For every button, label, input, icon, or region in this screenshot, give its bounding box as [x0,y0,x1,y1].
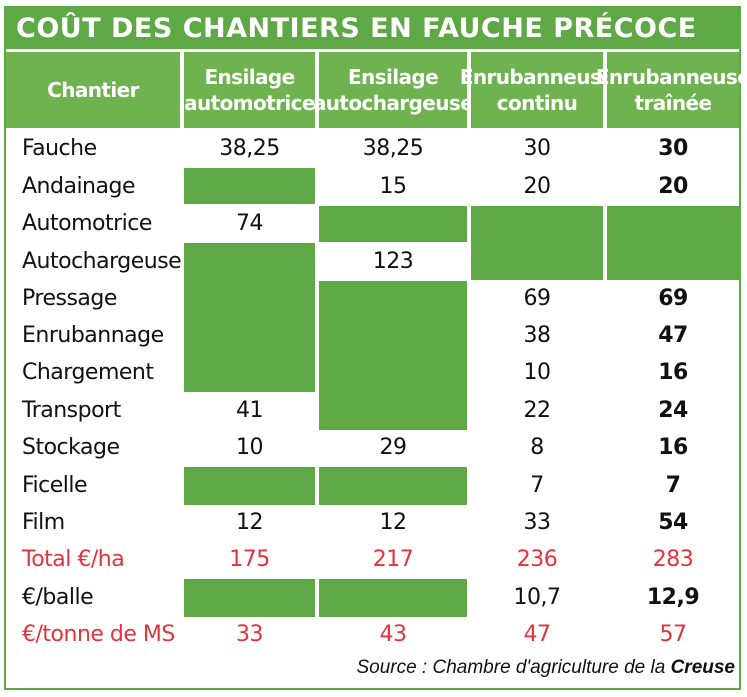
table-cell: 10 [236,435,264,460]
table-cell: 7 [665,473,681,498]
source-note: Source : Chambre d'agriculture de la Cre… [356,657,735,679]
header-line: autochargeuse [312,91,474,115]
na-block [471,206,603,280]
table-cell: 15 [379,174,408,199]
header-enrubanneuse-continu: Enrubanneuse continu [460,52,615,128]
table-cell: 16 [658,360,688,385]
row-label: Transport [22,398,121,423]
header-line: Chantier [47,78,139,102]
table-cell: 10 [523,360,552,385]
table-cell: 38 [523,323,552,348]
na-block [184,168,315,204]
row-label: Stockage [22,435,120,460]
header-enrubanneuse-trainee: Enrubanneuse traînée [596,52,747,128]
row-label: Chargement [22,360,154,385]
row-label: Total €/ha [22,547,125,572]
row-label: Automotrice [22,211,152,236]
table-cell: 47 [658,323,688,348]
header-line: traînée [634,91,713,115]
header-line: Enrubanneuse [595,65,747,89]
na-block [184,579,315,617]
table-cell: 57 [659,622,688,647]
row-label: Film [22,510,65,535]
table-cell: 123 [372,249,414,274]
table-cell: 33 [236,622,264,647]
row-label: €/balle [22,585,94,610]
na-block [319,281,467,430]
table-cell: 29 [379,435,408,460]
source-prefix: Source : Chambre d'agriculture de la [356,657,671,678]
table-cell: 283 [652,547,694,572]
na-block [319,579,467,617]
table-cell: 12,9 [646,585,700,610]
header-ensilage-automotrice: Ensilage automotrice [184,52,315,128]
na-block [184,467,315,505]
table-cell: 236 [516,547,558,572]
table-cell: 30 [523,136,552,161]
table-cell: 38,25 [362,136,424,161]
row-label: Pressage [22,286,117,311]
na-block [319,467,467,505]
na-block [607,206,739,280]
header-line: Enrubanneuse [459,65,615,89]
table-cell: 33 [523,510,552,535]
na-block [319,206,467,242]
row-label: Autochargeuse [22,249,182,274]
table-cell: 69 [658,286,688,311]
table-cell: 8 [530,435,544,460]
table-cell: 12 [379,510,408,535]
table-cell: 10,7 [513,585,561,610]
row-label: Enrubannage [22,323,164,348]
table-cell: 20 [523,174,552,199]
table-cell: 30 [658,136,688,161]
table-cell: 16 [658,435,688,460]
table-cell: 22 [523,398,552,423]
table-cell: 41 [236,398,264,423]
row-label: Ficelle [22,473,88,498]
table-cell: 43 [379,622,408,647]
table-cell: 69 [523,286,552,311]
row-label: Andainage [22,174,135,199]
table-title: COÛT DES CHANTIERS EN FAUCHE PRÉCOCE [6,8,739,49]
table-cell: 47 [523,622,552,647]
header-line: Ensilage [204,65,295,89]
row-label: €/tonne de MS [22,622,175,647]
row-label: Fauche [22,136,97,161]
table-cell: 217 [372,547,414,572]
table-cell: 54 [658,510,688,535]
source-region: Creuse [670,657,735,678]
header-chantier: Chantier [6,52,180,128]
table-cell: 12 [236,510,264,535]
table-cell: 74 [236,211,264,236]
table-cell: 20 [658,174,688,199]
header-line: automotrice [184,91,315,115]
na-block [184,243,315,392]
table-cell: 38,25 [219,136,280,161]
table-cell: 7 [530,473,544,498]
table-cell: 175 [229,547,270,572]
header-line: Ensilage [347,65,439,89]
table-cell: 24 [658,398,688,423]
header-ensilage-autochargeuse: Ensilage autochargeuse [313,52,474,128]
header-line: continu [496,91,578,115]
